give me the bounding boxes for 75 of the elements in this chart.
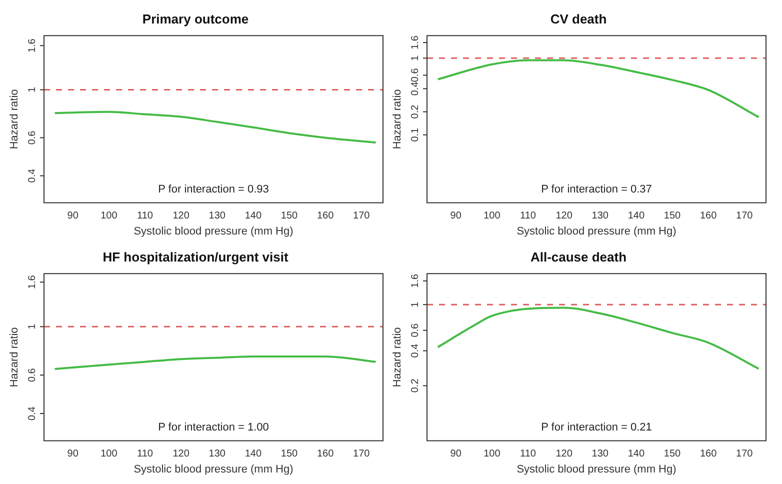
x-tick-label: 90	[450, 210, 462, 222]
x-tick-label: 110	[520, 210, 536, 222]
y-tick-label: 0.6	[26, 130, 38, 145]
chart-title: HF hospitalization/urgent visit	[102, 249, 289, 264]
x-tick-label: 150	[664, 448, 682, 460]
y-tick-label: 1	[410, 54, 421, 61]
y-tick-label: 1.6	[410, 35, 421, 50]
x-tick-label: 140	[244, 210, 262, 222]
x-tick-label: 140	[628, 210, 645, 222]
x-tick-label: 110	[520, 448, 536, 460]
line-series	[54, 110, 377, 144]
y-tick-label: 1	[26, 86, 38, 93]
y-tick-label: 0.6	[410, 68, 421, 82]
y-tick-label: 0.2	[410, 104, 421, 119]
y-tick-label: 0.4	[410, 81, 421, 96]
chart-title: Primary outcome	[142, 11, 249, 26]
x-tick-label: 130	[592, 448, 609, 460]
annotation: P for interaction = 0.37	[541, 183, 652, 196]
x-tick-label: 150	[664, 210, 682, 222]
y-tick-label: 0.1	[410, 127, 421, 142]
y-axis-title: Hazard ratio	[8, 327, 21, 388]
x-tick-label: 150	[280, 210, 298, 222]
x-tick-label: 170	[353, 448, 370, 460]
x-tick-label: 160	[700, 448, 718, 460]
x-tick-label: 160	[700, 210, 718, 222]
x-axis-title: Systolic blood pressure (mm Hg)	[134, 463, 294, 476]
y-tick-label: 0.4	[410, 343, 421, 358]
y-tick-label: 0.2	[410, 378, 421, 393]
x-axis-title: Systolic blood pressure (mm Hg)	[516, 225, 676, 238]
x-tick-label: 100	[484, 448, 501, 460]
y-tick-label: 1.6	[26, 274, 38, 290]
x-tick-label: 140	[244, 448, 262, 460]
x-tick-label: 160	[316, 448, 334, 460]
chart-title: CV death	[550, 11, 607, 26]
x-tick-label: 100	[484, 210, 501, 222]
chart-title: All-cause death	[530, 249, 627, 264]
x-tick-label: 90	[450, 448, 462, 460]
line-series	[54, 355, 377, 370]
line-series	[436, 59, 760, 118]
x-tick-label: 110	[137, 448, 154, 460]
line-series	[436, 306, 760, 370]
x-axis-title: Systolic blood pressure (mm Hg)	[516, 463, 676, 476]
x-tick-label: 130	[592, 210, 609, 222]
x-tick-label: 90	[67, 210, 79, 222]
x-axis-title: Systolic blood pressure (mm Hg)	[134, 225, 294, 238]
y-axis-title: Hazard ratio	[8, 89, 21, 150]
annotation: P for interaction = 0.21	[541, 421, 652, 434]
y-tick-label: 0.6	[26, 368, 38, 382]
x-tick-label: 170	[736, 210, 754, 222]
y-tick-label: 1	[26, 323, 38, 330]
annotation: P for interaction = 1.00	[158, 421, 269, 434]
y-tick-label: 0.4	[26, 406, 38, 420]
x-tick-label: 140	[628, 448, 645, 460]
x-tick-label: 160	[316, 210, 334, 222]
x-tick-label: 170	[353, 210, 370, 222]
annotation: P for interaction = 0.93	[158, 183, 269, 196]
y-tick-label: 1.6	[26, 38, 38, 53]
x-tick-label: 110	[137, 210, 154, 222]
x-tick-label: 170	[736, 448, 754, 460]
y-tick-label: 1.6	[410, 274, 421, 288]
x-tick-label: 120	[172, 210, 190, 222]
x-tick-label: 130	[208, 448, 226, 460]
x-tick-label: 100	[100, 448, 118, 460]
x-tick-label: 90	[67, 448, 79, 460]
x-tick-label: 130	[208, 210, 226, 222]
y-axis-title: Hazard ratio	[392, 89, 404, 150]
x-tick-label: 120	[172, 448, 190, 460]
x-tick-label: 150	[280, 448, 298, 460]
x-tick-label: 120	[556, 448, 573, 460]
y-tick-label: 0.6	[410, 322, 421, 338]
y-tick-label: 0.4	[26, 168, 38, 183]
y-tick-label: 1	[410, 301, 421, 308]
y-axis-title: Hazard ratio	[392, 327, 404, 388]
x-tick-label: 100	[100, 210, 118, 222]
x-tick-label: 120	[556, 210, 573, 222]
